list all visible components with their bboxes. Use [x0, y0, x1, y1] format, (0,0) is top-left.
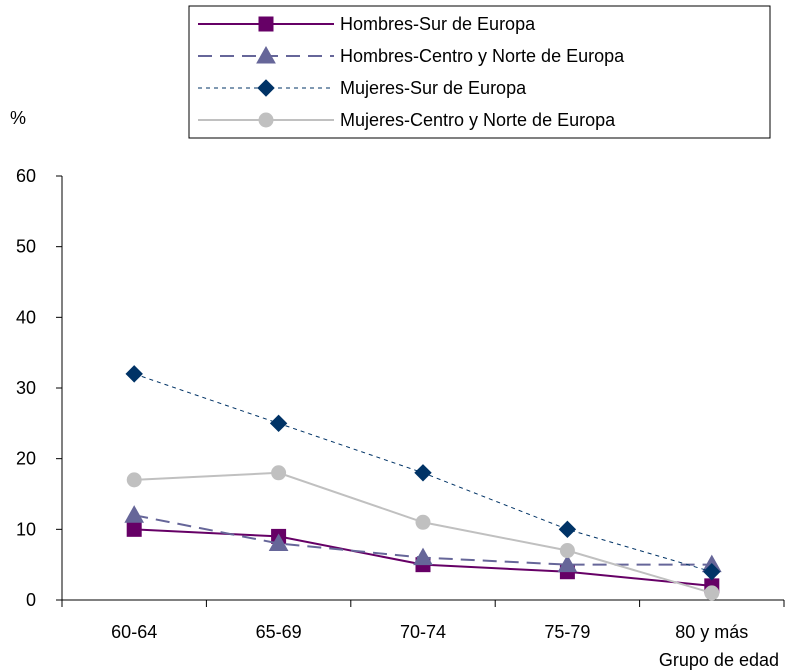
legend-marker [258, 16, 274, 32]
legend-label: Mujeres-Centro y Norte de Europa [340, 110, 616, 130]
y-tick-label: 40 [16, 307, 36, 327]
data-point [125, 365, 143, 383]
data-point [268, 533, 289, 551]
data-point [704, 585, 720, 601]
legend-marker [256, 45, 276, 64]
legend-box [188, 5, 771, 139]
x-tick-label: 70-74 [400, 622, 446, 642]
legend-item: Hombres-Centro y Norte de Europa [198, 45, 625, 66]
data-point [557, 554, 578, 573]
data-point [126, 472, 142, 488]
data-point [126, 521, 142, 537]
y-tick-label: 0 [26, 590, 36, 610]
legend-marker [257, 79, 275, 97]
y-tick-label: 50 [16, 237, 36, 257]
series-3 [125, 365, 721, 581]
legend-label: Hombres-Centro y Norte de Europa [340, 46, 625, 66]
y-tick-label: 60 [16, 166, 36, 186]
x-tick-label: 60-64 [111, 622, 157, 642]
data-point [269, 414, 288, 433]
axes: 0 10 20 30 40 50 60 60-64 65-69 70-74 75-79 80 y má… [16, 166, 785, 642]
data-point [124, 505, 145, 523]
legend-item: Mujeres-Centro y Norte de Europa [198, 110, 616, 130]
legend: Hombres-Sur de Europa Hombres-Centro y No… [188, 5, 771, 139]
legend-label: Hombres-Sur de Europa [340, 14, 536, 34]
legend-item: Mujeres-Sur de Europa [198, 78, 527, 98]
y-tick-label: 10 [16, 519, 36, 539]
data-point [413, 547, 433, 566]
data-point [559, 543, 575, 559]
series-4 [126, 465, 720, 601]
x-tick-label: 75-79 [544, 622, 590, 642]
y-axis-label: % [10, 108, 26, 128]
x-tick-label: 80 y más [675, 622, 748, 642]
data-point [703, 563, 721, 581]
data-point [558, 520, 577, 539]
data-point [271, 465, 287, 481]
y-tick-label: 20 [16, 449, 36, 469]
x-tick-label: 65-69 [256, 622, 302, 642]
series-layer [124, 365, 722, 601]
y-tick-label: 30 [16, 378, 36, 398]
legend-marker [258, 112, 274, 128]
legend-item: Hombres-Sur de Europa [198, 14, 536, 34]
x-axis-label: Grupo de edad [659, 650, 779, 670]
data-point [415, 514, 431, 530]
legend-label: Mujeres-Sur de Europa [340, 78, 527, 98]
data-point [414, 464, 432, 482]
